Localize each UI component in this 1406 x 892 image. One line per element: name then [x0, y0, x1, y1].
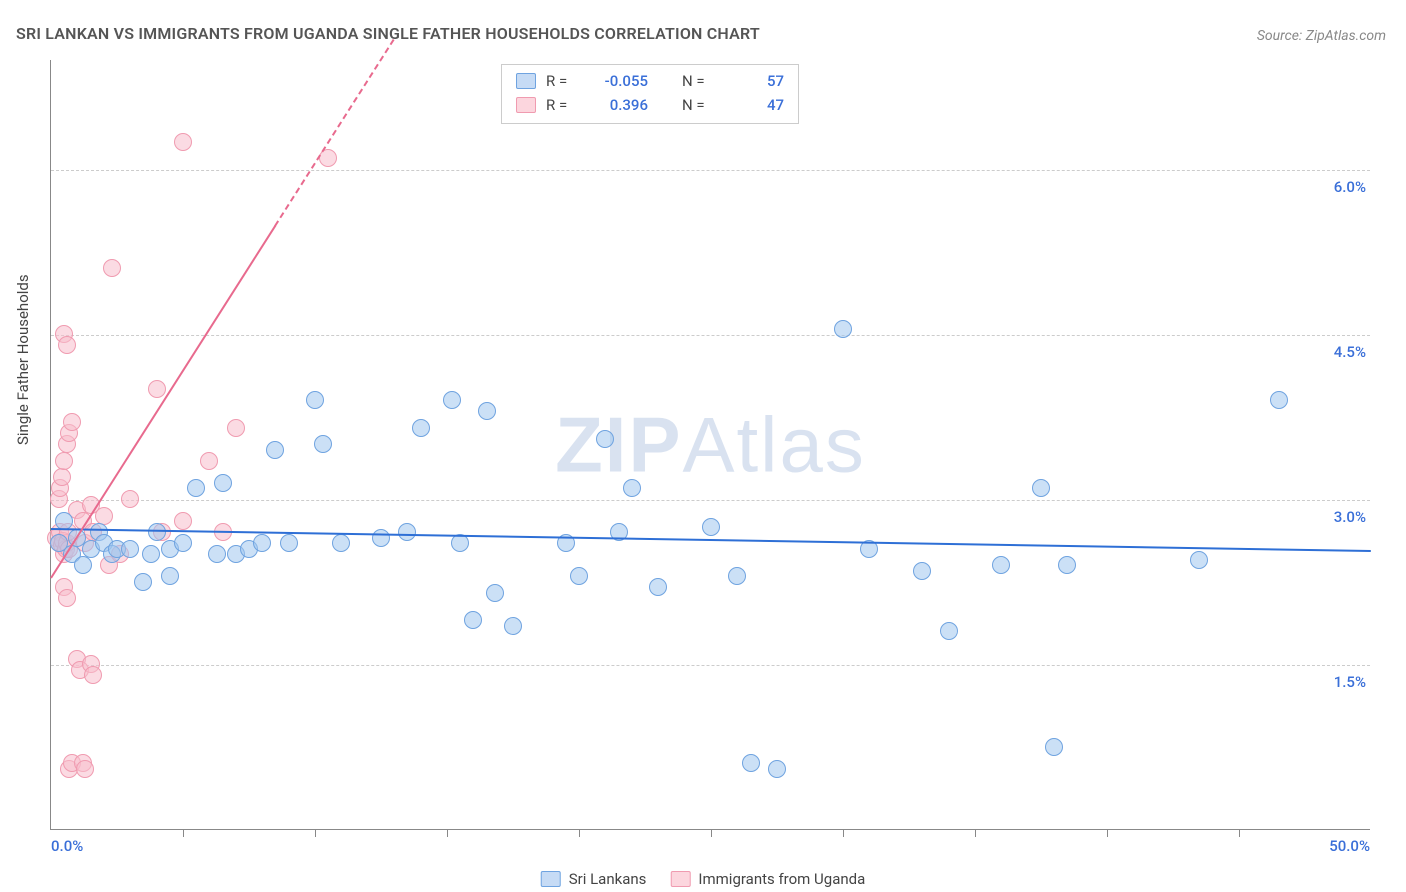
- sri-lankan-point: [486, 584, 504, 602]
- sri-lankan-point: [74, 556, 92, 574]
- sri-lankan-point: [464, 611, 482, 629]
- sri-lankan-point: [478, 402, 496, 420]
- sri-lankan-point: [187, 479, 205, 497]
- legend-row: R =0.396N =47: [516, 93, 784, 117]
- sri-lankan-point: [443, 391, 461, 409]
- sri-lankan-point: [1032, 479, 1050, 497]
- uganda-point: [95, 507, 113, 525]
- sri-lankan-point: [142, 545, 160, 563]
- chart-container: SRI LANKAN VS IMMIGRANTS FROM UGANDA SIN…: [0, 0, 1406, 892]
- sri-lankan-point: [148, 523, 166, 541]
- sri-lankan-point: [314, 435, 332, 453]
- uganda-point: [174, 512, 192, 530]
- uganda-point: [55, 452, 73, 470]
- sri-lankan-point: [742, 754, 760, 772]
- sri-lankan-point: [834, 320, 852, 338]
- uganda-point: [148, 380, 166, 398]
- x-min-label: 0.0%: [51, 837, 83, 855]
- sri-lankan-point: [702, 518, 720, 536]
- sri-lankan-point: [768, 760, 786, 778]
- uganda-point: [121, 490, 139, 508]
- sri-lankan-point: [332, 534, 350, 552]
- y-tick-label: 1.5%: [1334, 673, 1366, 691]
- correlation-legend: R =-0.055N =57R =0.396N =47: [501, 64, 799, 124]
- sri-lankan-point: [623, 479, 641, 497]
- sri-lankan-point: [214, 474, 232, 492]
- sri-lankan-point: [913, 562, 931, 580]
- sri-lankan-point: [1190, 551, 1208, 569]
- uganda-point: [63, 413, 81, 431]
- y-tick-label: 4.5%: [1334, 343, 1366, 361]
- sri-lankan-point: [504, 617, 522, 635]
- sri-lankan-point: [208, 545, 226, 563]
- sri-lankan-point: [306, 391, 324, 409]
- sri-lankan-point: [1045, 738, 1063, 756]
- legend-row: R =-0.055N =57: [516, 69, 784, 93]
- sri-lankan-point: [253, 534, 271, 552]
- chart-title: SRI LANKAN VS IMMIGRANTS FROM UGANDA SIN…: [16, 24, 760, 43]
- sri-lankan-point: [940, 622, 958, 640]
- y-tick-label: 6.0%: [1334, 178, 1366, 196]
- sri-lankan-point: [728, 567, 746, 585]
- legend-swatch: [670, 871, 690, 887]
- y-tick-label: 3.0%: [1334, 508, 1366, 526]
- legend-swatch: [516, 97, 536, 113]
- legend-item: Immigrants from Uganda: [670, 870, 865, 888]
- sri-lankan-point: [1270, 391, 1288, 409]
- legend-swatch: [541, 871, 561, 887]
- sri-lankan-point: [372, 529, 390, 547]
- sri-lankan-point: [570, 567, 588, 585]
- sri-lankan-point: [1058, 556, 1076, 574]
- uganda-point: [76, 760, 94, 778]
- x-max-label: 50.0%: [1329, 837, 1370, 855]
- uganda-trendline-extrapolated: [275, 38, 395, 226]
- uganda-point: [103, 259, 121, 277]
- sri-lankan-point: [412, 419, 430, 437]
- uganda-point: [174, 133, 192, 151]
- sri-lankan-point: [266, 441, 284, 459]
- uganda-point: [58, 336, 76, 354]
- source-citation: Source: ZipAtlas.com: [1257, 28, 1386, 44]
- y-axis-label: Single Father Households: [14, 274, 32, 445]
- legend-item: Sri Lankans: [541, 870, 647, 888]
- plot-area: ZIPAtlas R =-0.055N =57R =0.396N =47 1.5…: [50, 60, 1370, 830]
- legend-swatch: [516, 73, 536, 89]
- sri-lankan-point: [398, 523, 416, 541]
- sri-lankan-point: [649, 578, 667, 596]
- sri-lankan-point: [992, 556, 1010, 574]
- uganda-point: [53, 468, 71, 486]
- sri-lankan-point: [280, 534, 298, 552]
- uganda-point: [227, 419, 245, 437]
- uganda-point: [58, 589, 76, 607]
- sri-lankan-point: [121, 540, 139, 558]
- uganda-point: [84, 666, 102, 684]
- uganda-point: [200, 452, 218, 470]
- series-legend: Sri Lankans Immigrants from Uganda: [541, 870, 866, 888]
- sri-lankan-point: [174, 534, 192, 552]
- sri-lankan-point: [161, 567, 179, 585]
- sri-lankan-point: [596, 430, 614, 448]
- sri-lankan-point: [134, 573, 152, 591]
